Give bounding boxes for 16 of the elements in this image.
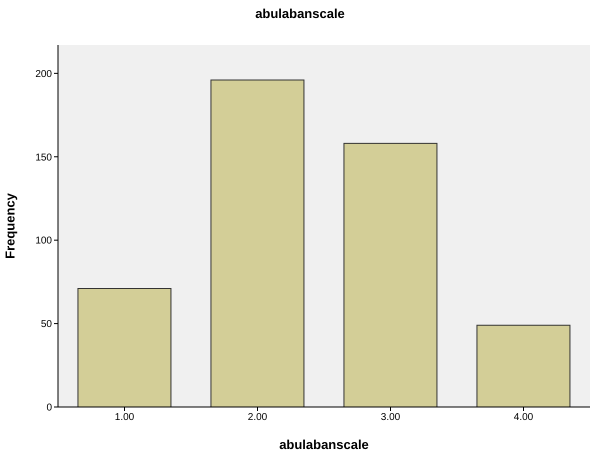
x-tick-label: 1.00 — [114, 412, 135, 424]
x-tick-label: 4.00 — [514, 412, 534, 424]
y-tick-label: 150 — [35, 152, 52, 164]
y-tick-label: 0 — [46, 402, 52, 414]
bar — [210, 80, 304, 407]
y-tick-label: 50 — [40, 319, 52, 330]
y-tick-label: 200 — [35, 68, 52, 80]
bar — [343, 142, 438, 407]
x-tick-label: 3.00 — [380, 412, 401, 424]
x-axis-title: abulabanscale — [279, 437, 369, 452]
x-tick-label: 2.00 — [248, 412, 268, 424]
y-tick-label: 100 — [35, 236, 52, 247]
bar — [476, 324, 570, 407]
y-axis-title: Frequency — [2, 192, 18, 259]
bar — [77, 288, 172, 407]
chart-title: abulabanscale — [254, 6, 346, 21]
